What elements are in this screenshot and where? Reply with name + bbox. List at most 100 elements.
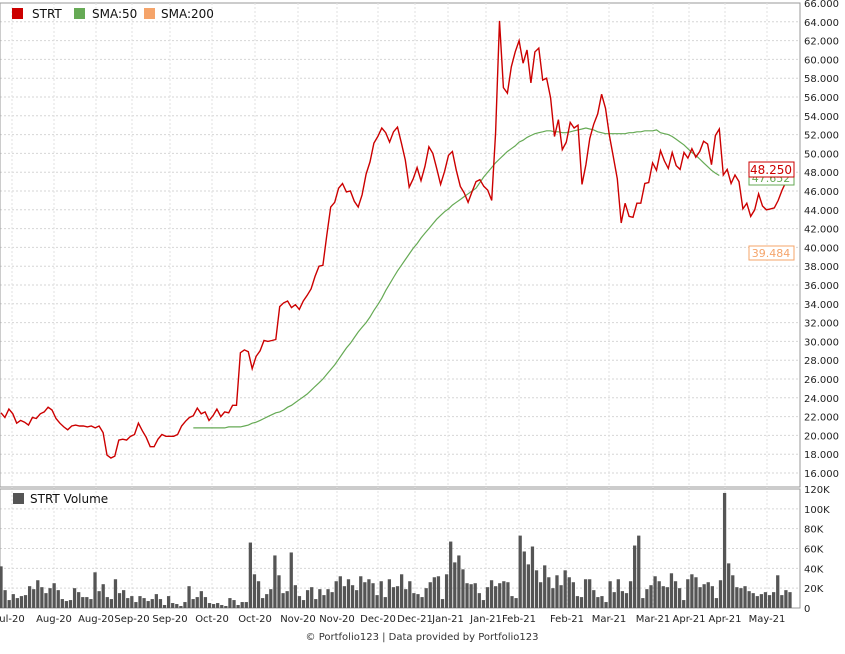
volume-bar xyxy=(93,572,97,608)
volume-bar xyxy=(502,581,506,608)
volume-bar xyxy=(297,596,302,608)
date-tick-label: Jan-21 xyxy=(431,614,464,625)
volume-bar xyxy=(64,601,69,608)
price-tick-label: 22.000 xyxy=(804,413,839,424)
date-tick-label: ul-20 xyxy=(0,614,25,625)
volume-bar xyxy=(342,586,347,608)
volume-bar xyxy=(416,594,420,608)
volume-bar xyxy=(85,597,89,608)
volume-bar xyxy=(583,579,588,608)
volume-bar xyxy=(334,581,338,608)
volume-bar xyxy=(420,597,424,608)
volume-bar xyxy=(256,581,261,608)
volume-bar xyxy=(187,586,191,608)
volume-bar xyxy=(60,599,64,608)
volume-bar xyxy=(575,596,580,608)
volume-bar xyxy=(68,600,73,608)
price-tick-label: 36.000 xyxy=(804,281,839,292)
volume-bar xyxy=(494,586,498,608)
last-price-badge-value: 48.250 xyxy=(750,163,792,177)
volume-bar xyxy=(175,604,179,608)
volume-bar xyxy=(326,589,330,608)
volume-bar xyxy=(436,576,441,608)
volume-bar xyxy=(412,593,416,608)
volume-bar xyxy=(171,603,175,608)
volume-bar xyxy=(588,579,592,608)
volume-bar xyxy=(383,597,387,608)
price-tick-label: 42.000 xyxy=(804,225,839,236)
volume-bar xyxy=(301,600,306,608)
volume-bar xyxy=(77,592,81,608)
date-tick-label: Feb-21 xyxy=(550,614,584,625)
volume-bar xyxy=(669,573,674,608)
volume-bar xyxy=(350,585,355,608)
volume-bar xyxy=(261,598,265,608)
sma50-line xyxy=(193,127,720,429)
volume-bar xyxy=(428,582,432,608)
volume-bar xyxy=(44,593,48,608)
volume-tick-label: 100K xyxy=(804,505,830,516)
volume-bar xyxy=(751,593,755,608)
volume-bar xyxy=(166,596,171,608)
volume-bar xyxy=(735,587,739,608)
date-tick-label: May-21 xyxy=(749,614,786,625)
price-plot-frame xyxy=(0,2,801,488)
volume-bar xyxy=(747,591,751,608)
volume-bar xyxy=(481,600,486,608)
volume-bar xyxy=(56,590,60,608)
price-axis: 16.000 18.000 20.000 22.000 24.000 26.000 28.0… xyxy=(804,0,839,480)
volume-bar xyxy=(399,574,404,608)
volume-bar xyxy=(355,590,359,608)
legend-label-sma200: SMA:200 xyxy=(161,7,214,21)
volume-bar xyxy=(134,602,138,608)
price-tick-label: 28.000 xyxy=(804,356,839,367)
volume-bar xyxy=(346,579,351,608)
price-tick-label: 44.000 xyxy=(804,206,839,217)
volume-bar xyxy=(48,588,52,608)
volume-legend: STRT Volume xyxy=(13,492,108,506)
price-tick-label: 64.000 xyxy=(804,18,839,29)
volume-bar xyxy=(314,599,318,608)
volume-bar xyxy=(739,588,743,608)
volume-bar xyxy=(310,587,314,608)
volume-bar xyxy=(32,589,36,608)
legend-swatch-strt xyxy=(12,8,23,19)
volume-bar xyxy=(281,593,285,608)
price-tick-label: 62.000 xyxy=(804,37,839,48)
volume-bar xyxy=(755,596,759,608)
volume-bar xyxy=(731,575,735,608)
volume-bar xyxy=(179,606,183,608)
volume-bar xyxy=(228,598,232,608)
volume-bar xyxy=(322,595,326,608)
date-tick-label: Dec-20 xyxy=(360,614,396,625)
price-tick-label: 30.000 xyxy=(804,337,839,348)
price-tick-label: 16.000 xyxy=(804,469,839,480)
volume-bar xyxy=(453,562,457,608)
volume-axis: 0 20K 40K 60K 80K 100K 120K xyxy=(804,485,830,615)
date-axis: ul-20 Aug-20 Aug-20 Sep-20 Sep-20 Oct-20 Oct-2… xyxy=(0,614,785,625)
volume-bar xyxy=(596,597,600,608)
volume-bar xyxy=(604,602,608,608)
volume-bar xyxy=(641,598,645,608)
volume-bar xyxy=(444,574,449,608)
footer-credit: © Portfolio123 | Data provided by Portfo… xyxy=(306,632,539,643)
volume-bar xyxy=(359,576,363,608)
sma200-badge-value: 39.484 xyxy=(752,247,791,260)
volume-bar xyxy=(784,590,788,608)
volume-bar xyxy=(318,589,322,608)
volume-bar xyxy=(772,592,776,608)
volume-bar xyxy=(97,591,101,608)
legend-label-strt: STRT xyxy=(32,7,62,21)
volume-bar xyxy=(657,581,661,608)
date-tick-label: Dec-21 xyxy=(397,614,433,625)
volume-bar xyxy=(72,588,77,608)
legend-swatch-volume xyxy=(13,493,24,504)
volume-bar xyxy=(0,566,3,608)
volume-bar xyxy=(620,591,625,608)
volume-bar xyxy=(637,535,641,608)
volume-bar xyxy=(138,596,142,608)
volume-bar xyxy=(690,574,694,608)
volume-bar xyxy=(710,586,714,608)
volume-bar xyxy=(236,605,240,608)
